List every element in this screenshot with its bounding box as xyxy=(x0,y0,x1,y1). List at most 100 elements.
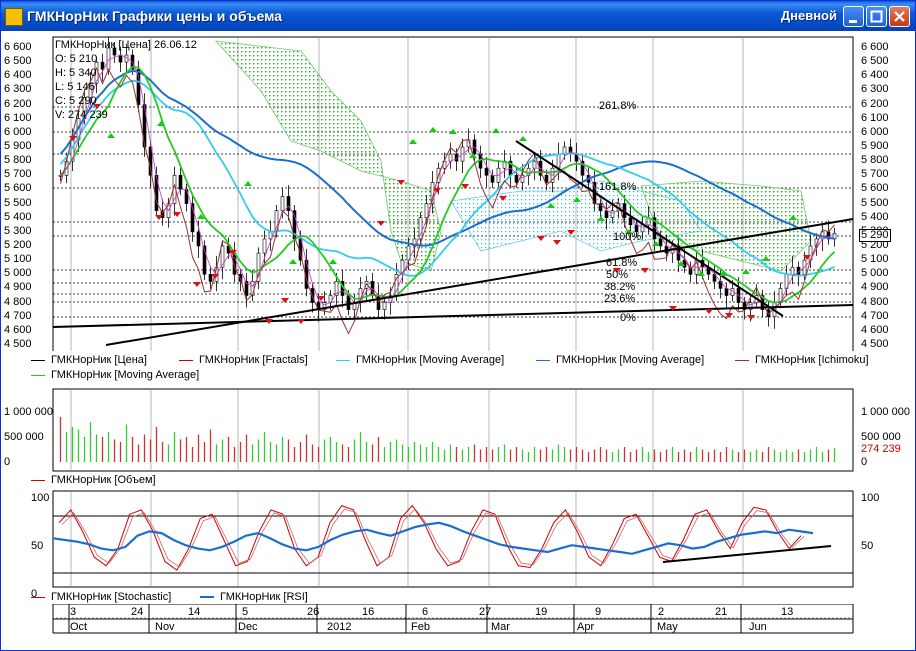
candle-body xyxy=(610,210,615,219)
price-tick-right: 6 600 xyxy=(861,41,889,53)
fractal-down xyxy=(461,184,469,189)
fractal-up xyxy=(157,121,165,126)
price-tick-left: 4 600 xyxy=(4,323,32,336)
osc-tick-left: 50 xyxy=(31,540,44,552)
candle-body xyxy=(382,302,387,310)
candle-body xyxy=(118,54,123,63)
candle-body xyxy=(832,232,837,240)
date-month-label: 2012 xyxy=(327,621,352,633)
candle-body xyxy=(640,224,645,233)
fractal-up xyxy=(697,271,705,276)
candle-body xyxy=(160,210,165,219)
candle-body xyxy=(100,61,105,70)
price-chart[interactable] xyxy=(1,31,915,351)
date-day-label: 26 xyxy=(307,606,320,618)
price-tick-left: 4 800 xyxy=(4,295,32,308)
fractal-up xyxy=(409,139,417,144)
fractal-down xyxy=(69,136,77,141)
date-day-label: 16 xyxy=(362,606,375,618)
osc-tick-right: 100 xyxy=(861,492,880,504)
fractal-up xyxy=(719,271,727,276)
maximize-button[interactable] xyxy=(866,6,887,27)
candle-body xyxy=(598,203,603,211)
date-month-label: May xyxy=(657,621,678,633)
price-tick-left: 5 900 xyxy=(4,140,32,152)
fractal-down xyxy=(669,306,677,311)
fractal-down xyxy=(747,315,755,320)
candle-body xyxy=(112,47,117,56)
price-legend-label: ГМКНорНик [Ichimoku] xyxy=(755,354,869,366)
fractal-down xyxy=(499,196,507,201)
date-month-label: Mar xyxy=(491,621,510,633)
fractal-up xyxy=(677,261,685,266)
close-button[interactable] xyxy=(889,6,910,27)
candle-body xyxy=(520,174,525,183)
price-tick-left: 5 300 xyxy=(4,224,32,237)
candle-body xyxy=(334,281,339,296)
fractal-down xyxy=(265,319,273,324)
date-day-label: 3 xyxy=(70,606,77,618)
date-day-label: 5 xyxy=(242,606,249,618)
volume-chart[interactable] xyxy=(1,387,915,473)
fractal-down xyxy=(377,221,385,226)
price-tick-left: 6 200 xyxy=(4,97,32,110)
volume-tick-left: 500 000 xyxy=(4,431,44,443)
price-tick-right: 6 400 xyxy=(861,69,889,82)
price-tick-right: 4 500 xyxy=(861,338,889,350)
price-legend-item: ГМКНорНик [Moving Average] xyxy=(336,354,504,366)
candle-body xyxy=(604,210,609,219)
price-legend-swatch xyxy=(735,359,749,361)
fractal-down xyxy=(537,236,545,241)
ichimoku-cloud-1 xyxy=(214,40,442,272)
fractal-down xyxy=(93,104,101,109)
price-tick-right: 5 000 xyxy=(861,267,889,280)
price-tick-right: 5 100 xyxy=(861,253,889,266)
fib-236: 23.6% xyxy=(604,293,636,305)
fractal-up xyxy=(197,214,205,219)
price-current-badge: 5 290 xyxy=(859,229,891,242)
fractal-down xyxy=(281,298,289,303)
price-legend-item: ГМКНорНик [Ichimoku] xyxy=(735,354,869,366)
date-axis xyxy=(52,604,854,634)
price-tick-right: 4 700 xyxy=(861,309,889,322)
title-bar[interactable]: ГМКНорНик Графики цены и объема Дневной xyxy=(1,1,915,31)
candle-body xyxy=(262,238,267,254)
minimize-button[interactable] xyxy=(843,6,864,27)
volume-tick-left: 0 xyxy=(4,456,11,468)
price-tick-right: 6 100 xyxy=(861,111,889,124)
fib-1618: 161.8% xyxy=(599,181,637,193)
oscillator-chart[interactable] xyxy=(1,489,915,589)
info-low: L: 5 146 xyxy=(55,81,95,93)
candle-body xyxy=(280,196,285,211)
trendline-support xyxy=(52,304,854,328)
candle-body xyxy=(202,245,207,275)
volume-tick-left: 1 000 000 xyxy=(4,406,53,418)
osc-tick-left: 0 xyxy=(31,588,38,600)
date-month-label: Jun xyxy=(749,621,767,633)
osc-tick-right: 50 xyxy=(861,540,874,552)
candle-body xyxy=(256,252,261,282)
price-tick-right: 4 900 xyxy=(861,281,889,294)
osc-legend-item: ГМКНорНик [RSI] xyxy=(200,591,308,603)
candle-body xyxy=(748,302,753,310)
price-legend-swatch xyxy=(179,359,193,361)
candle-body xyxy=(412,238,417,247)
osc-legend-item: ГМКНорНик [Stochastic] xyxy=(31,591,171,603)
ichimoku-tenkan xyxy=(60,54,835,311)
moving-average-long xyxy=(59,69,835,247)
date-day-label: 21 xyxy=(715,606,728,618)
fractal-down xyxy=(317,296,325,301)
fractal-up xyxy=(469,153,477,158)
date-month-label: Feb xyxy=(411,621,430,633)
price-tick-right: 5 700 xyxy=(861,168,889,181)
candle-body xyxy=(628,217,633,226)
price-tick-left: 5 000 xyxy=(4,267,32,280)
price-tick-left: 4 700 xyxy=(4,309,32,322)
fractal-down xyxy=(803,255,811,260)
candle-body xyxy=(322,302,327,310)
candle-body xyxy=(424,203,429,219)
fractal-down xyxy=(705,309,713,314)
fractal-down xyxy=(229,250,237,255)
fractal-up xyxy=(107,133,115,138)
fractal-up xyxy=(329,259,337,264)
